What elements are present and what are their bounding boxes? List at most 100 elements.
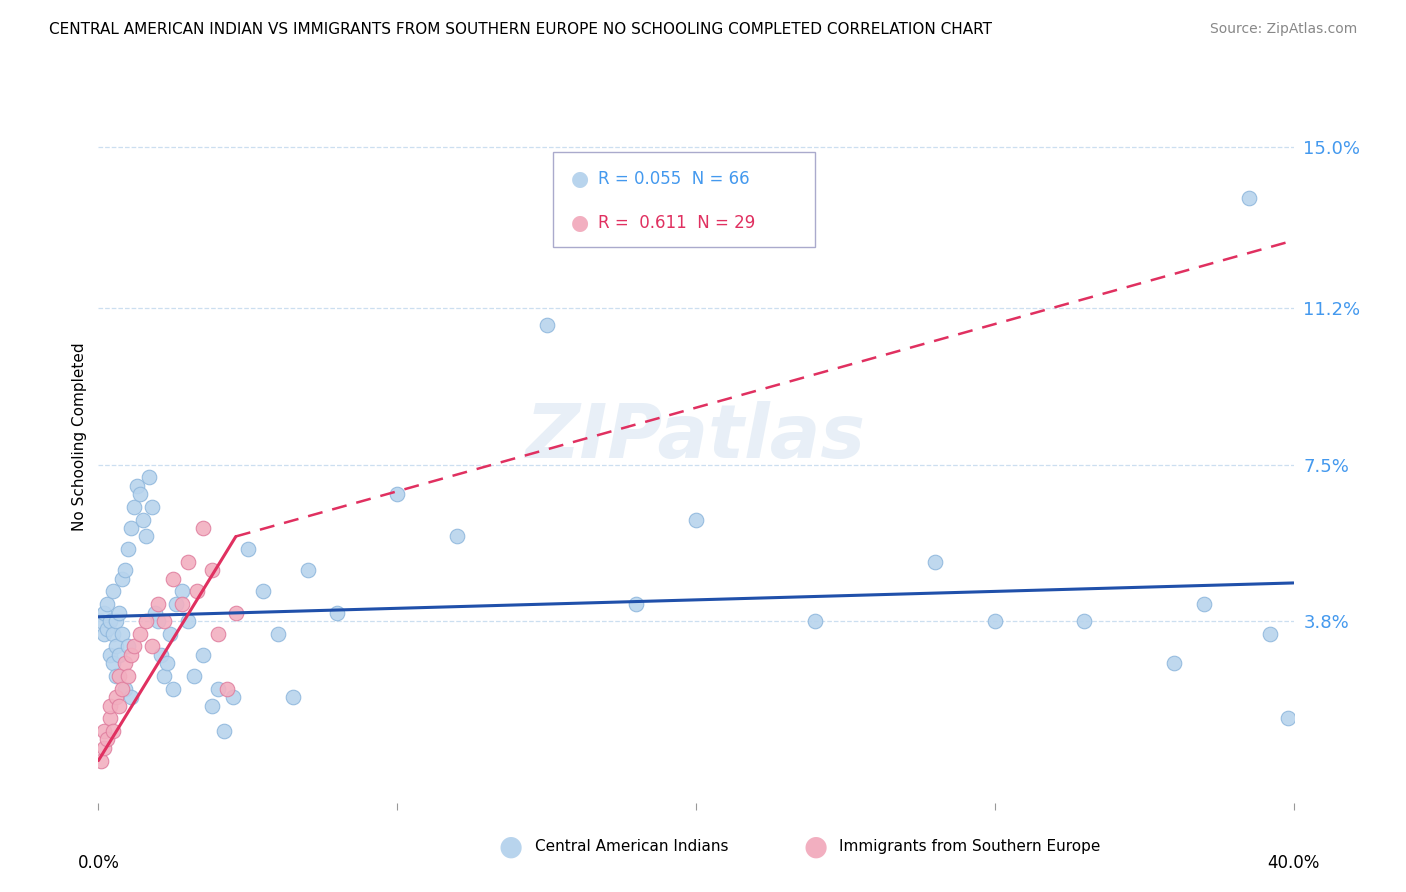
Point [207, 681, 229, 696]
Point [105, 690, 128, 705]
Point [96, 732, 118, 747]
Point [252, 584, 274, 599]
Point [156, 657, 179, 671]
Point [207, 626, 229, 640]
Point [177, 555, 200, 569]
Point [127, 479, 149, 493]
Point [111, 681, 134, 696]
Point [281, 690, 304, 705]
Point [201, 563, 224, 577]
Point [90, 614, 112, 628]
Text: ●: ● [571, 213, 589, 233]
Point [138, 470, 160, 484]
Point [93, 626, 115, 640]
Point [150, 648, 173, 662]
Point [201, 698, 224, 713]
Point [685, 512, 707, 526]
Point [148, 597, 170, 611]
Point [98, 698, 122, 713]
Text: 40.0%: 40.0% [1267, 854, 1320, 871]
Point [148, 614, 170, 628]
Point [108, 669, 131, 683]
Point [536, 318, 558, 332]
Point [135, 614, 157, 628]
Point [191, 648, 214, 662]
Y-axis label: No Schooling Completed: No Schooling Completed [72, 343, 87, 532]
Point [1073, 614, 1095, 628]
Point [103, 626, 125, 640]
Point [215, 681, 238, 696]
Point [172, 597, 194, 611]
Text: 0.0%: 0.0% [77, 854, 120, 871]
Point [98, 711, 122, 725]
Point [132, 512, 155, 526]
Point [1277, 711, 1299, 725]
Point [120, 648, 142, 662]
Point [114, 657, 136, 671]
Point [191, 521, 214, 535]
Point [153, 669, 176, 683]
Point [117, 542, 139, 557]
Point [626, 597, 648, 611]
Point [385, 487, 409, 501]
Point [108, 606, 131, 620]
Point [1237, 191, 1260, 205]
Point [105, 640, 128, 654]
Point [103, 584, 125, 599]
Point [93, 740, 115, 755]
Point [120, 690, 142, 705]
Point [120, 521, 142, 535]
Point [143, 606, 166, 620]
Point [186, 584, 208, 599]
FancyBboxPatch shape [553, 152, 815, 247]
Point [135, 529, 157, 543]
Point [96, 623, 118, 637]
Point [103, 723, 125, 738]
Point [117, 669, 139, 683]
Point [222, 690, 245, 705]
Point [326, 606, 349, 620]
Point [105, 669, 128, 683]
Point [984, 614, 1007, 628]
Point [212, 723, 235, 738]
Text: ●: ● [571, 169, 589, 189]
Point [153, 614, 176, 628]
Point [103, 657, 125, 671]
Point [297, 563, 319, 577]
Point [105, 614, 128, 628]
Text: CENTRAL AMERICAN INDIAN VS IMMIGRANTS FROM SOUTHERN EUROPE NO SCHOOLING COMPLETE: CENTRAL AMERICAN INDIAN VS IMMIGRANTS FR… [49, 22, 993, 37]
Point [804, 614, 827, 628]
Point [90, 754, 112, 768]
Point [159, 626, 181, 640]
Point [96, 597, 118, 611]
Point [267, 626, 290, 640]
Point [162, 572, 184, 586]
Point [1163, 657, 1185, 671]
Point [129, 626, 152, 640]
Point [141, 640, 163, 654]
Point [98, 648, 122, 662]
Point [98, 614, 122, 628]
Point [177, 614, 200, 628]
Point [93, 606, 115, 620]
Text: ●: ● [499, 833, 523, 861]
Point [111, 572, 134, 586]
Text: Source: ZipAtlas.com: Source: ZipAtlas.com [1209, 22, 1357, 37]
Point [117, 640, 139, 654]
Point [162, 681, 184, 696]
Text: R =  0.611  N = 29: R = 0.611 N = 29 [598, 214, 755, 232]
Text: ZIPatlas: ZIPatlas [526, 401, 866, 474]
Point [114, 681, 136, 696]
Point [172, 584, 194, 599]
Text: R = 0.055  N = 66: R = 0.055 N = 66 [598, 169, 749, 188]
Point [124, 640, 146, 654]
Text: Immigrants from Southern Europe: Immigrants from Southern Europe [839, 839, 1101, 855]
Point [129, 487, 152, 501]
Point [93, 723, 115, 738]
Point [124, 500, 146, 514]
Point [111, 626, 134, 640]
Point [183, 669, 205, 683]
Point [108, 648, 131, 662]
Point [165, 597, 187, 611]
Text: Central American Indians: Central American Indians [534, 839, 728, 855]
